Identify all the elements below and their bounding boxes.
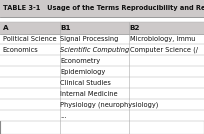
- Text: Internal Medicine: Internal Medicine: [60, 91, 118, 97]
- Text: Signal Processing: Signal Processing: [60, 36, 119, 42]
- Bar: [0, 0, 204, 17]
- Text: Epidemiology: Epidemiology: [60, 69, 105, 75]
- Text: Computer Science (/: Computer Science (/: [130, 47, 197, 53]
- Bar: [0, 44, 204, 55]
- Bar: [0, 66, 204, 77]
- Text: B1: B1: [60, 25, 71, 31]
- Text: A: A: [3, 25, 9, 31]
- Text: Physiology (neurophysiology): Physiology (neurophysiology): [60, 102, 159, 108]
- Text: Political Science: Political Science: [3, 36, 57, 42]
- Bar: [0, 34, 204, 44]
- Text: Scientific Computing: Scientific Computing: [60, 47, 129, 53]
- Text: Microbiology, Immu: Microbiology, Immu: [130, 36, 195, 42]
- Bar: [0, 110, 204, 121]
- Text: Clinical Studies: Clinical Studies: [60, 80, 111, 86]
- Text: ...: ...: [60, 113, 67, 119]
- Bar: [0, 88, 204, 99]
- Text: B2: B2: [130, 25, 140, 31]
- Text: Econometry: Econometry: [60, 58, 100, 64]
- Bar: [0, 55, 204, 66]
- Text: TABLE 3-1   Usage of the Terms Reproducibility and Replica: TABLE 3-1 Usage of the Terms Reproducibi…: [3, 5, 204, 11]
- Bar: [0, 99, 204, 110]
- Bar: [0, 17, 204, 22]
- Bar: [0, 77, 204, 88]
- Text: Economics: Economics: [3, 47, 39, 53]
- Bar: [0, 22, 204, 34]
